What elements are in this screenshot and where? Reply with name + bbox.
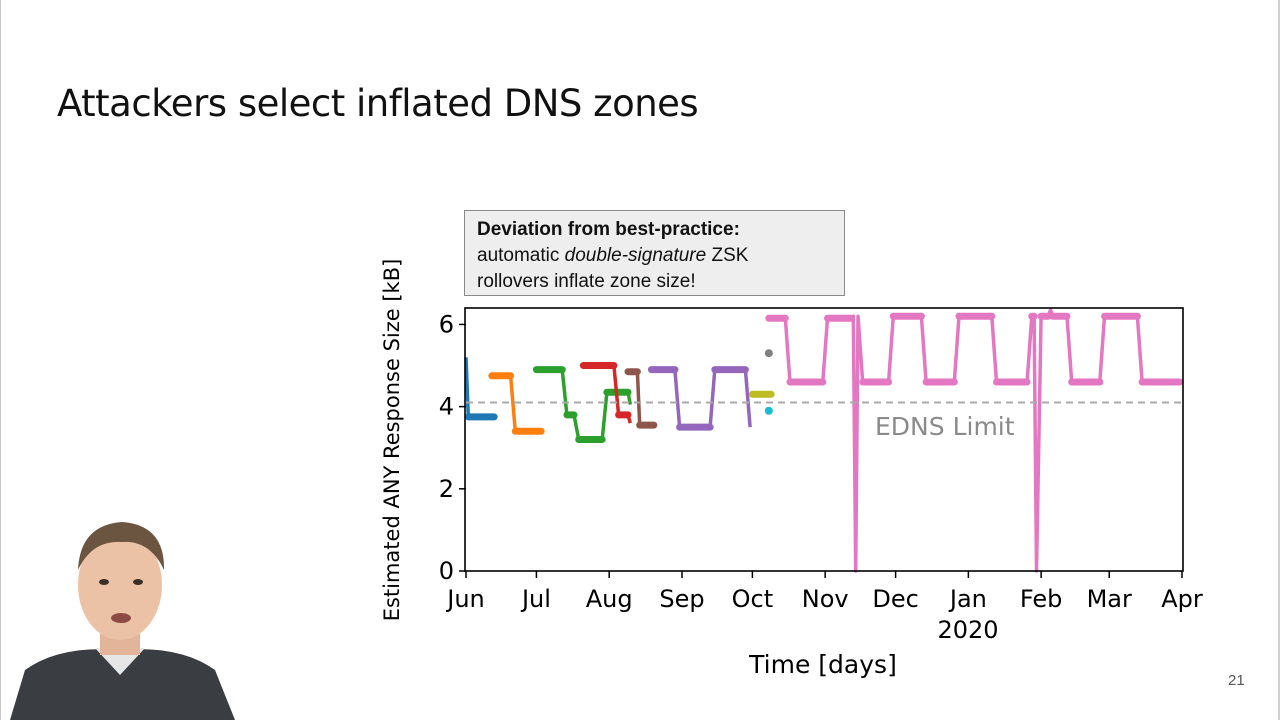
x-tick-label: Nov	[802, 585, 849, 613]
edns-limit-label: EDNS Limit	[875, 412, 1015, 441]
series-line	[536, 367, 633, 442]
presenter-hair	[78, 522, 165, 570]
x-tick-label: Feb	[1020, 585, 1063, 613]
series-line	[464, 357, 495, 419]
presenter-body	[10, 649, 235, 720]
x-tick-label: Aug	[586, 585, 633, 613]
y-tick-label: 6	[439, 310, 454, 338]
series-line	[628, 369, 654, 427]
y-tick-label: 0	[439, 557, 454, 585]
page-number: 21	[1228, 672, 1245, 689]
callout-box: Deviation from best-practice: automatic …	[464, 210, 845, 296]
y-tick-label: 4	[439, 393, 454, 421]
plot-frame	[464, 307, 1184, 572]
series-point	[764, 349, 773, 358]
y-tick-label: 2	[439, 475, 454, 503]
x-year-label: 2020	[937, 616, 998, 644]
presenter-eye-right	[133, 579, 143, 585]
presenter-mouth	[111, 613, 131, 623]
callout-line2: rollovers inflate zone size!	[477, 271, 696, 292]
series-line	[583, 363, 632, 424]
callout-line1-italic: double-signature	[564, 245, 707, 266]
callout-line1-post: ZSK	[706, 245, 749, 266]
x-tick-label: Oct	[732, 585, 774, 613]
series-layer	[464, 308, 1184, 573]
x-tick-label: Mar	[1087, 585, 1132, 613]
series-line	[651, 367, 752, 429]
series-line	[491, 374, 542, 434]
presenter-webcam	[10, 522, 235, 720]
x-tick-label: Sep	[659, 585, 704, 613]
x-tick-label: Apr	[1161, 585, 1203, 613]
slide-title: Attackers select inflated DNS zones	[57, 82, 699, 125]
axis-layer: Jun Jul Aug Sep Oct Nov Dec Jan Feb Mar Apr 0 2 4 6	[439, 310, 1203, 613]
x-axis-label: Time [days]	[748, 650, 897, 679]
x-tick-label: Jul	[520, 585, 551, 613]
callout-heading: Deviation from best-practice:	[477, 219, 740, 240]
slide-left-border	[0, 0, 1, 720]
x-tick-label: Dec	[872, 585, 918, 613]
presenter-face	[78, 530, 162, 640]
slide-right-border	[1278, 0, 1280, 720]
series-point	[764, 406, 773, 415]
callout-line1: automatic double-signature ZSK	[477, 245, 748, 266]
callout-line1-pre: automatic	[477, 245, 565, 266]
x-tick-label: Jun	[445, 585, 485, 613]
presenter-eye-left	[99, 579, 109, 585]
series-line	[768, 308, 1180, 573]
y-axis-label: Estimated ANY Response Size [kB]	[380, 259, 404, 622]
x-tick-label: Jan	[948, 585, 987, 613]
